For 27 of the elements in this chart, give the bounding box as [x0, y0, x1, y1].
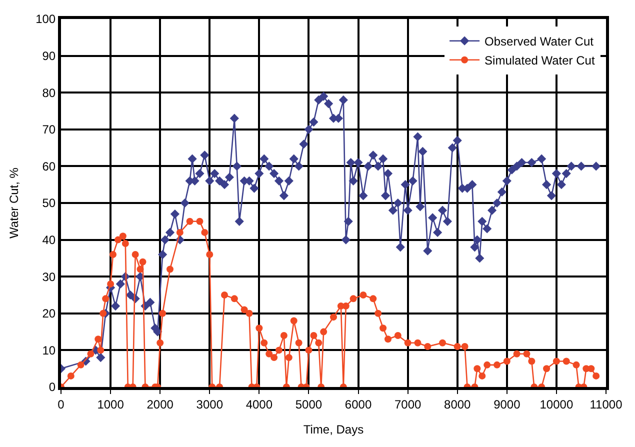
legend-label: Simulated Water Cut: [484, 54, 596, 68]
x-tick-label: 11000: [590, 397, 623, 412]
x-tick-label: 5000: [295, 397, 322, 412]
y-tick-label: 30: [42, 270, 56, 284]
y-tick-label: 80: [42, 86, 56, 100]
y-tick-label: 20: [42, 306, 56, 321]
x-tick-label: 8000: [444, 397, 472, 412]
y-tick-label: 60: [42, 159, 56, 174]
y-tick-label: 40: [42, 233, 56, 247]
y-tick-label: 0: [48, 380, 56, 394]
x-tick-label: 6000: [344, 397, 372, 412]
x-tick-label: 3000: [196, 397, 224, 412]
y-tick-label: 50: [42, 196, 56, 210]
x-axis-title: Time, Days: [303, 422, 364, 436]
y-tick-label: 10: [42, 343, 56, 358]
x-tick-label: 4000: [246, 397, 273, 412]
x-tick-label: 10000: [540, 397, 574, 412]
y-tick-label: 100: [36, 12, 56, 26]
x-tick-label: 9000: [494, 397, 521, 412]
legend-label: Observed Water Cut: [484, 34, 594, 49]
y-axis-title: Water Cut, %: [6, 167, 21, 238]
y-tick-label: 70: [42, 122, 56, 137]
y-tick-label: 90: [42, 49, 56, 63]
x-tick-label: 2000: [146, 397, 174, 412]
x-tick-label: 7000: [394, 397, 422, 412]
x-tick-label: 0: [58, 397, 65, 412]
x-tick-label: 1000: [97, 397, 124, 412]
